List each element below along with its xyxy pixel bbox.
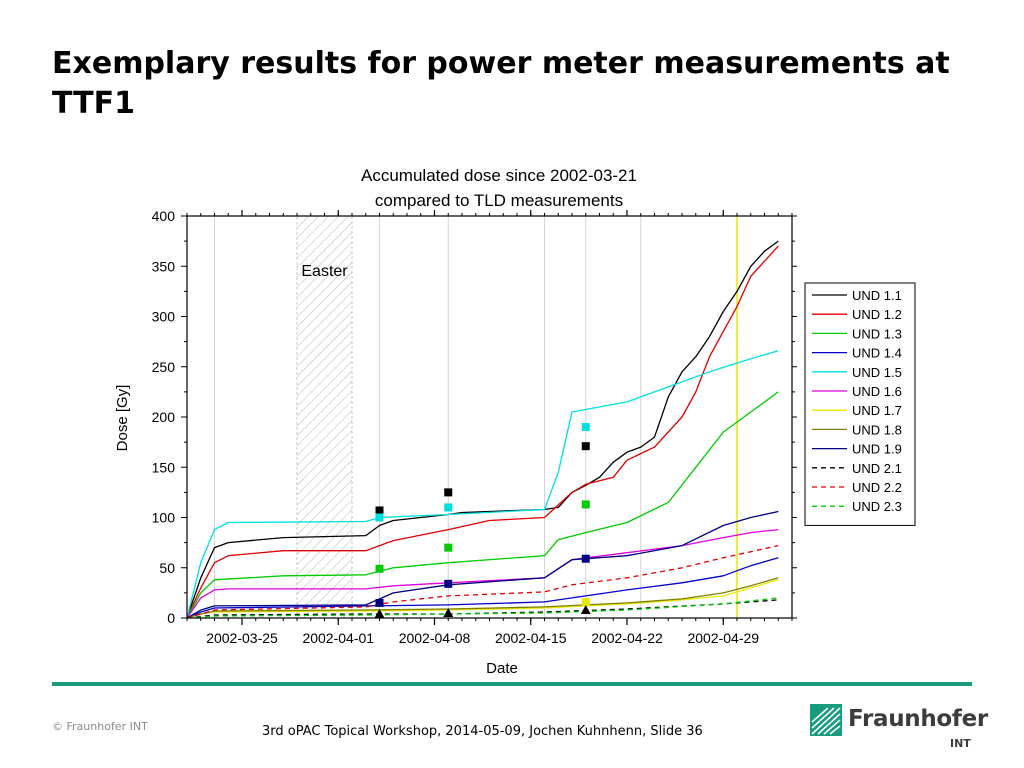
- series-line: [186, 557, 779, 619]
- series-line: [186, 528, 779, 619]
- fraunhofer-logo-mark-icon: [810, 704, 842, 736]
- legend-label: UND 1.4: [852, 346, 902, 361]
- plot-area: [187, 216, 792, 618]
- fraunhofer-logo: Fraunhofer INT: [810, 704, 988, 754]
- tld-point: [375, 506, 384, 515]
- legend-label: UND 1.1: [852, 288, 902, 303]
- legend-label: UND 1.8: [852, 422, 902, 437]
- y-tick-label: 100: [152, 510, 176, 526]
- tld-point: [581, 554, 590, 563]
- legend-label: UND 1.6: [852, 384, 902, 399]
- chart-axes: 0 50 100 150 200 250 300 350 400 2002-03-25 2002-0…: [114, 208, 797, 677]
- y-axis-label: Dose [Gy]: [114, 385, 131, 452]
- legend-label: UND 1.9: [852, 442, 902, 457]
- legend-label: UND 1.2: [852, 307, 902, 322]
- legend-label: UND 1.7: [852, 403, 902, 418]
- series-line: [186, 245, 779, 619]
- chart-title: Accumulated dose since 2002-03-21 compare…: [361, 166, 637, 210]
- footer-rule: [52, 682, 972, 686]
- tld-point: [375, 564, 384, 573]
- legend-label: UND 1.3: [852, 326, 902, 341]
- y-tick-label: 200: [152, 409, 176, 425]
- y-tick-label: 350: [152, 258, 176, 274]
- tld-point: [444, 579, 453, 588]
- y-tick-label: 150: [152, 459, 176, 475]
- legend-label: UND 2.2: [852, 480, 902, 495]
- tld-point: [581, 442, 590, 451]
- y-tick-label: 0: [167, 610, 175, 626]
- dose-chart: Accumulated dose since 2002-03-21 compare…: [114, 166, 916, 677]
- footer-text: 3rd oPAC Topical Workshop, 2014-05-09, J…: [262, 724, 703, 739]
- tld-point: [443, 607, 454, 617]
- chart-series: [186, 240, 779, 619]
- x-tick-label: 2002-03-25: [206, 630, 278, 646]
- legend-box: [804, 282, 916, 526]
- x-tick-label: 2002-04-15: [495, 630, 567, 646]
- x-tick-label: 2002-04-01: [302, 630, 374, 646]
- series-line: [186, 544, 779, 619]
- y-tick-label: 50: [159, 560, 175, 576]
- x-tick-label: 2002-04-08: [399, 630, 471, 646]
- y-tick-label: 300: [152, 309, 176, 325]
- tld-points: [374, 423, 591, 618]
- tld-point: [581, 597, 590, 606]
- x-tick-label: 2002-04-22: [591, 630, 663, 646]
- tld-point: [581, 500, 590, 509]
- logo-sub: INT: [950, 737, 971, 750]
- easter-label: Easter: [301, 263, 348, 280]
- series-line: [186, 350, 779, 619]
- copyright-text: © Fraunhofer INT: [52, 720, 148, 733]
- y-tick-label: 400: [152, 208, 176, 224]
- chart-title-line: Accumulated dose since 2002-03-21: [361, 166, 637, 185]
- tld-point: [374, 608, 385, 618]
- tld-point: [581, 423, 590, 432]
- logo-name: Fraunhofer: [848, 706, 988, 732]
- series-line: [186, 240, 779, 619]
- tld-point: [375, 513, 384, 522]
- series-line: [186, 391, 779, 619]
- tld-point: [375, 598, 384, 607]
- slide-title: Exemplary results for power meter measur…: [52, 46, 950, 121]
- tld-point: [444, 543, 453, 552]
- y-tick-label: 250: [152, 359, 176, 375]
- x-axis-label: Date: [486, 660, 518, 677]
- series-line: [186, 510, 779, 619]
- tld-point: [444, 503, 453, 512]
- legend-label: UND 2.1: [852, 461, 902, 476]
- legend-label: UND 2.3: [852, 499, 902, 514]
- series-line: [186, 577, 779, 619]
- series-line: [186, 579, 779, 619]
- legend-label: UND 1.5: [852, 365, 902, 380]
- chart-title-line: compared to TLD measurements: [375, 191, 623, 210]
- series-line: [186, 597, 779, 619]
- tld-point: [580, 604, 591, 614]
- chart-grid: [187, 216, 792, 618]
- tld-point: [444, 488, 453, 497]
- chart-legend: UND 1.1 UND 1.2 UND 1.3 UND 1.4 UND 1.5 UND 1…: [804, 282, 916, 526]
- x-tick-label: 2002-04-29: [687, 630, 759, 646]
